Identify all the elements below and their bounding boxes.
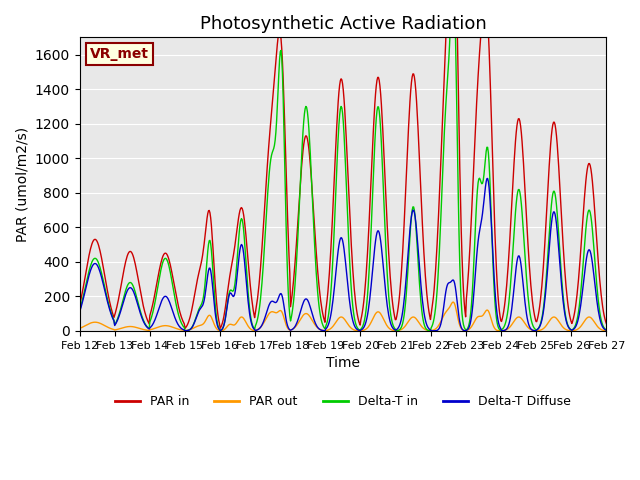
Delta-T Diffuse [193,313,200,319]
Y-axis label: PAR (umol/m2/s): PAR (umol/m2/s) [15,127,29,241]
Delta-T in [140,317,147,323]
Delta-T Diffuse [484,176,492,181]
Text: VR_met: VR_met [90,47,149,61]
PAR in [181,325,189,331]
Delta-T Diffuse [140,318,147,324]
PAR out [221,326,228,332]
PAR out [76,325,83,331]
Delta-T Diffuse [85,272,93,278]
PAR in [408,80,415,85]
Delta-T in [85,268,93,274]
PAR in [85,252,93,258]
Delta-T Diffuse [428,328,435,334]
Delta-T in [221,315,229,321]
Delta-T Diffuse [422,320,430,325]
PAR in [602,321,610,326]
PAR in [221,305,229,311]
Delta-T in [76,308,83,314]
Delta-T in [602,327,610,333]
PAR out [449,299,457,305]
Line: PAR in: PAR in [79,0,606,328]
Delta-T in [423,327,431,333]
PAR out [422,327,430,333]
Line: PAR out: PAR out [79,302,606,331]
PAR out [85,321,93,326]
Delta-T Diffuse [76,310,83,315]
Legend: PAR in, PAR out, Delta-T in, Delta-T Diffuse: PAR in, PAR out, Delta-T in, Delta-T Dif… [110,390,576,413]
PAR out [497,328,505,334]
Line: Delta-T in: Delta-T in [79,0,606,331]
Delta-T in [408,214,415,219]
PAR in [140,303,147,309]
Title: Photosynthetic Active Radiation: Photosynthetic Active Radiation [200,15,486,33]
PAR out [193,324,200,329]
X-axis label: Time: Time [326,356,360,370]
Delta-T Diffuse [221,320,228,325]
Line: Delta-T Diffuse: Delta-T Diffuse [79,179,606,331]
Delta-T in [194,310,202,316]
PAR out [140,326,147,332]
Delta-T in [181,328,189,334]
Delta-T Diffuse [602,327,610,333]
PAR in [76,303,83,309]
PAR in [423,291,431,297]
PAR out [407,315,415,321]
Delta-T Diffuse [407,219,415,225]
PAR in [194,276,202,282]
PAR out [602,328,610,334]
